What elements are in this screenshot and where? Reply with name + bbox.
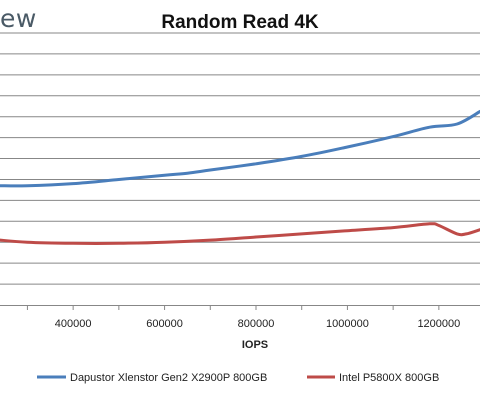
brand-logo-text: ew	[0, 4, 37, 33]
series-lines	[0, 110, 480, 245]
x-axis-ticks: 400000 600000 800000 1000000 1200000	[26, 305, 460, 330]
gridlines	[0, 32, 480, 306]
legend-label: Intel P5800X 800GB	[339, 372, 439, 384]
x-tick-label: 400000	[55, 318, 92, 330]
x-tick-label: 800000	[238, 318, 275, 330]
x-axis-label: IOPS	[242, 339, 268, 351]
chart-title: Random Read 4K	[161, 12, 319, 33]
series-line-1	[0, 110, 480, 188]
legend-label: Dapustor Xlenstor Gen2 X2900P 800GB	[70, 372, 267, 384]
x-tick-label: 1200000	[417, 318, 460, 330]
legend: Dapustor Xlenstor Gen2 X2900P 800GB Intel…	[37, 372, 439, 384]
x-tick-label: 600000	[146, 318, 183, 330]
x-tick-label: 1000000	[326, 318, 369, 330]
series-line-2	[0, 222, 480, 245]
